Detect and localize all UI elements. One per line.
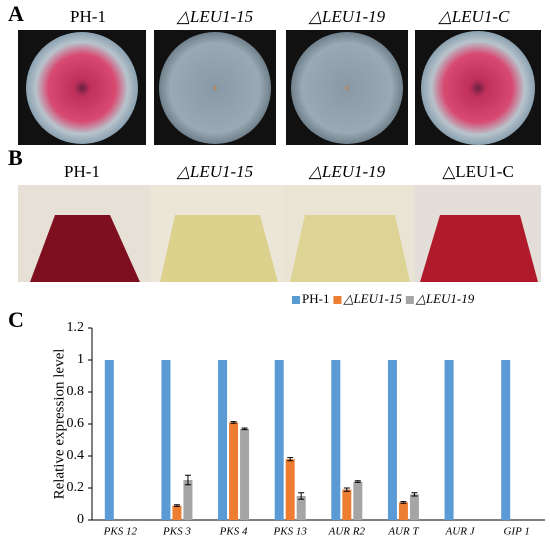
y-tick-label: 0 [77, 512, 84, 527]
legend-swatch [333, 296, 342, 304]
strain-label: △LEU1-19 [308, 162, 386, 181]
strain-label: PH-1 [70, 7, 106, 26]
bar [172, 505, 182, 520]
bar [501, 360, 511, 520]
flask-photos [18, 185, 541, 282]
bar [183, 480, 193, 520]
strain-label: △LEU1-15 [176, 162, 253, 181]
bar [409, 494, 419, 520]
bar [444, 360, 454, 520]
error-bar [173, 504, 180, 507]
strain-label: △LEU1-15 [176, 7, 253, 26]
y-tick-label: 0.6 [67, 416, 85, 431]
bar [398, 502, 408, 520]
bar [331, 360, 341, 520]
error-bar [241, 427, 248, 431]
bar [387, 360, 397, 520]
legend-label: △LEU1-15 [342, 291, 402, 306]
y-tick-label: 0.4 [67, 448, 85, 463]
x-tick-label: GIP 1 [503, 526, 529, 538]
bar [274, 360, 284, 520]
panel-letter: B [8, 145, 23, 170]
error-bar [354, 480, 361, 483]
bar [296, 496, 306, 520]
y-axis-title: Relative expression level [51, 349, 67, 500]
x-tick-label: PKS 3 [162, 526, 191, 538]
y-tick-label: 1.2 [67, 320, 85, 335]
legend-label: PH-1 [302, 291, 329, 306]
x-tick-label: AUR J [445, 526, 476, 538]
error-bar [230, 421, 237, 424]
error-bar [343, 487, 350, 492]
bar [240, 428, 250, 520]
error-bar [400, 501, 407, 504]
error-bar [298, 492, 305, 500]
x-tick-label: PKS 4 [219, 526, 248, 538]
strain-label: PH-1 [64, 162, 100, 181]
x-tick-label: AUR T [387, 526, 419, 538]
bar [353, 481, 363, 520]
panel-letter: C [8, 307, 24, 332]
strain-label: △LEU1-C [442, 162, 514, 181]
bar [161, 360, 171, 520]
legend-swatch [405, 296, 414, 304]
x-tick-label: AUR R2 [328, 526, 366, 538]
bar [285, 459, 295, 520]
legend-label: △LEU1-19 [415, 291, 475, 306]
plate-photos [18, 30, 541, 145]
error-bar [411, 492, 418, 497]
bar [342, 489, 352, 520]
error-bar [287, 457, 294, 462]
x-tick-label: PKS 13 [273, 526, 308, 538]
y-tick-label: 0.8 [67, 384, 85, 399]
strain-label: △LEU1-19 [308, 7, 386, 26]
panel-letter: A [8, 1, 24, 26]
strain-label: △LEU1-C [438, 7, 510, 26]
y-tick-label: 0.2 [67, 480, 85, 495]
bar [104, 360, 114, 520]
y-tick-label: 1 [77, 352, 84, 367]
legend-swatch [292, 296, 300, 304]
error-bar [184, 474, 191, 486]
bar [218, 360, 228, 520]
bar [229, 422, 239, 520]
x-tick-label: PKS 12 [103, 526, 138, 538]
